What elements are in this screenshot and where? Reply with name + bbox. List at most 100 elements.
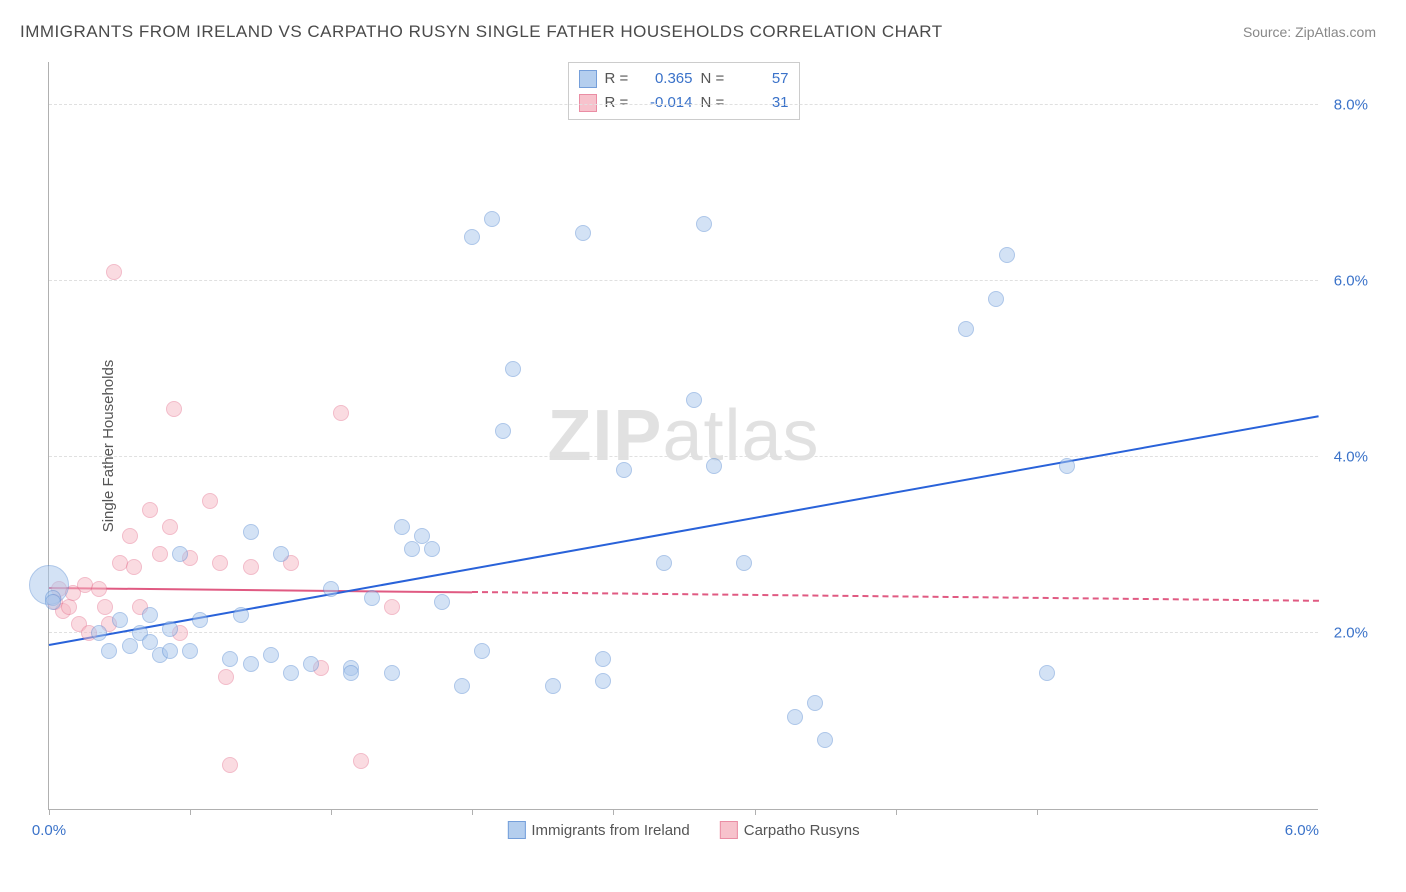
swatch-ireland xyxy=(579,70,597,88)
marker-ireland xyxy=(192,612,208,628)
chart-container: IMMIGRANTS FROM IRELAND VS CARPATHO RUSY… xyxy=(0,0,1406,892)
marker-carpatho xyxy=(122,528,138,544)
marker-ireland xyxy=(595,651,611,667)
marker-carpatho xyxy=(353,753,369,769)
marker-carpatho xyxy=(166,401,182,417)
marker-ireland xyxy=(91,625,107,641)
n-value-2: 31 xyxy=(737,91,789,115)
trend-line xyxy=(472,591,1319,602)
marker-ireland xyxy=(656,555,672,571)
marker-ireland xyxy=(999,247,1015,263)
gridline-h xyxy=(49,104,1318,105)
marker-ireland xyxy=(595,673,611,689)
marker-ireland xyxy=(394,519,410,535)
marker-ireland xyxy=(172,546,188,562)
gridline-h xyxy=(49,456,1318,457)
marker-ireland xyxy=(162,621,178,637)
marker-ireland xyxy=(807,695,823,711)
r-value-1: 0.365 xyxy=(641,67,693,91)
marker-ireland xyxy=(343,665,359,681)
marker-carpatho xyxy=(222,757,238,773)
ytick-label: 2.0% xyxy=(1334,625,1368,642)
legend-item-carpatho: Carpatho Rusyns xyxy=(720,821,860,839)
legend-swatch-ireland xyxy=(507,821,525,839)
gridline-h xyxy=(49,632,1318,633)
xtick-label-left: 0.0% xyxy=(32,822,66,839)
marker-carpatho xyxy=(218,669,234,685)
marker-ireland xyxy=(1039,665,1055,681)
watermark-light: atlas xyxy=(662,396,819,476)
watermark-bold: ZIP xyxy=(547,396,662,476)
marker-ireland xyxy=(273,546,289,562)
marker-carpatho xyxy=(142,502,158,518)
marker-ireland xyxy=(243,524,259,540)
marker-ireland xyxy=(222,651,238,667)
marker-ireland xyxy=(263,647,279,663)
marker-ireland xyxy=(736,555,752,571)
marker-carpatho xyxy=(212,555,228,571)
legend-swatch-carpatho xyxy=(720,821,738,839)
n-label-2: N = xyxy=(701,91,729,115)
marker-ireland xyxy=(787,709,803,725)
legend-label-ireland: Immigrants from Ireland xyxy=(531,822,689,839)
ytick-label: 4.0% xyxy=(1334,449,1368,466)
marker-ireland xyxy=(404,541,420,557)
marker-ireland xyxy=(464,229,480,245)
marker-ireland xyxy=(495,423,511,439)
xtick-mark xyxy=(613,809,614,815)
legend: Immigrants from Ireland Carpatho Rusyns xyxy=(507,821,859,839)
marker-ireland xyxy=(283,665,299,681)
plot-area: ZIPatlas R = 0.365 N = 57 R = -0.014 N =… xyxy=(48,62,1318,810)
marker-carpatho xyxy=(202,493,218,509)
marker-ireland xyxy=(162,643,178,659)
chart-title: IMMIGRANTS FROM IRELAND VS CARPATHO RUSY… xyxy=(20,22,943,42)
marker-ireland xyxy=(706,458,722,474)
trend-line xyxy=(49,587,472,593)
marker-ireland xyxy=(101,643,117,659)
marker-ireland xyxy=(958,321,974,337)
swatch-carpatho xyxy=(579,94,597,112)
n-value-1: 57 xyxy=(737,67,789,91)
marker-ireland xyxy=(303,656,319,672)
marker-ireland xyxy=(474,643,490,659)
ytick-label: 8.0% xyxy=(1334,97,1368,114)
marker-ireland xyxy=(454,678,470,694)
n-label-1: N = xyxy=(701,67,729,91)
marker-carpatho xyxy=(162,519,178,535)
stats-box: R = 0.365 N = 57 R = -0.014 N = 31 xyxy=(568,62,800,120)
xtick-mark xyxy=(1037,809,1038,815)
marker-ireland xyxy=(484,211,500,227)
marker-ireland xyxy=(616,462,632,478)
marker-carpatho xyxy=(97,599,113,615)
xtick-mark xyxy=(755,809,756,815)
marker-ireland xyxy=(122,638,138,654)
ytick-label: 6.0% xyxy=(1334,273,1368,290)
xtick-label-right: 6.0% xyxy=(1285,822,1319,839)
marker-ireland xyxy=(112,612,128,628)
marker-carpatho xyxy=(106,264,122,280)
xtick-mark xyxy=(49,809,50,815)
xtick-mark xyxy=(331,809,332,815)
marker-carpatho xyxy=(333,405,349,421)
marker-carpatho xyxy=(91,581,107,597)
legend-label-carpatho: Carpatho Rusyns xyxy=(744,822,860,839)
marker-ireland xyxy=(424,541,440,557)
marker-ireland xyxy=(696,216,712,232)
stats-row-2: R = -0.014 N = 31 xyxy=(579,91,789,115)
r-value-2: -0.014 xyxy=(641,91,693,115)
r-label-1: R = xyxy=(605,67,633,91)
xtick-mark xyxy=(472,809,473,815)
marker-ireland xyxy=(364,590,380,606)
marker-ireland xyxy=(505,361,521,377)
marker-ireland xyxy=(384,665,400,681)
marker-ireland xyxy=(434,594,450,610)
marker-ireland xyxy=(323,581,339,597)
xtick-mark xyxy=(896,809,897,815)
marker-ireland xyxy=(1059,458,1075,474)
marker-ireland xyxy=(45,594,61,610)
marker-carpatho xyxy=(384,599,400,615)
marker-ireland xyxy=(243,656,259,672)
watermark: ZIPatlas xyxy=(547,395,819,477)
marker-ireland xyxy=(686,392,702,408)
marker-ireland xyxy=(575,225,591,241)
